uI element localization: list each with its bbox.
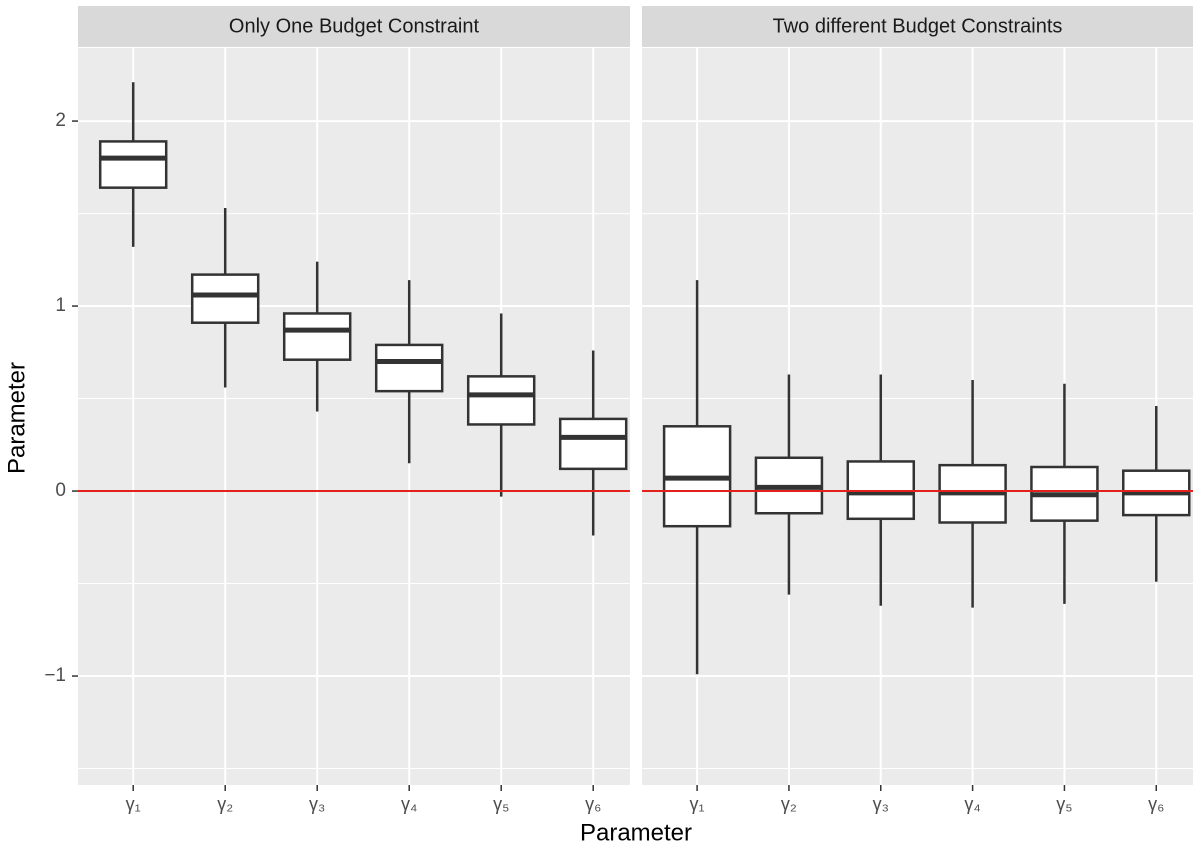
x-tick-label: γ₁ [126,794,141,814]
x-axis-title: Parameter [580,819,692,846]
box [374,343,444,393]
strip-title: Two different Budget Constraints [773,15,1063,37]
x-tick-label: γ₃ [873,794,889,814]
x-tick-label: γ₆ [585,794,601,814]
box [282,312,352,361]
x-tick-label: γ₅ [1056,794,1072,814]
strip [642,6,1193,47]
box [558,417,628,471]
x-tick-label: γ₃ [309,794,325,814]
x-tick-label: γ₁ [690,794,705,814]
y-tick-label: 1 [55,295,66,316]
x-tick-label: γ₄ [964,794,980,814]
panel-background [78,48,630,785]
y-tick-label: −1 [44,665,66,686]
x-tick-label: γ₄ [401,794,417,814]
panel-background [642,48,1193,785]
box [466,375,536,426]
x-tick-label: γ₂ [781,794,797,814]
x-tick-label: γ₅ [493,794,509,814]
box [98,140,168,189]
y-tick-label: 0 [55,480,66,501]
y-axis-title: Parameter [3,362,30,474]
strip-title: Only One Budget Constraint [229,15,480,37]
x-tick-label: γ₆ [1148,794,1164,814]
y-tick-label: 2 [55,110,66,131]
x-tick-label: γ₂ [217,794,233,814]
box [190,273,260,324]
strip [78,6,630,47]
